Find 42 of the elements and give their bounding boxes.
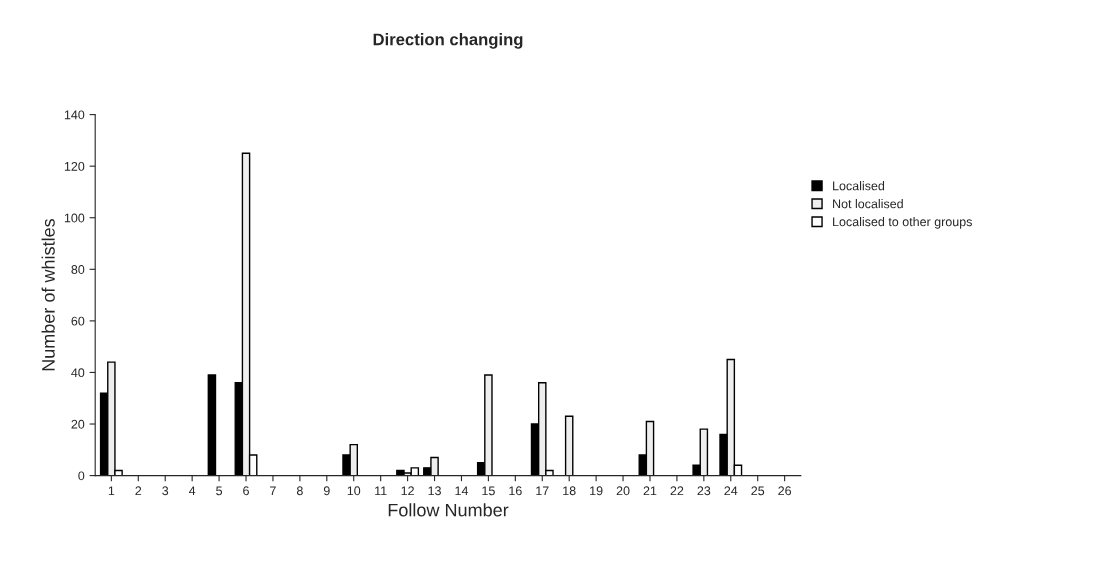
x-tick-label: 14 xyxy=(455,486,469,496)
legend-label: Localised to other groups xyxy=(833,217,972,229)
x-tick-label: 2 xyxy=(135,486,142,496)
x-tick-label: 8 xyxy=(296,486,303,496)
x-tick-label: 13 xyxy=(428,486,441,496)
x-tick-label: 9 xyxy=(323,486,330,496)
x-tick-label: 18 xyxy=(563,486,576,496)
x-tick-label: 5 xyxy=(216,486,223,496)
y-tick-label: 80 xyxy=(71,265,85,274)
x-tick-label: 21 xyxy=(643,486,657,496)
legend-label: Not localised xyxy=(833,199,903,209)
x-tick-label: 10 xyxy=(347,486,361,496)
y-tick-label: 120 xyxy=(64,161,85,171)
x-tick-label: 24 xyxy=(724,486,738,496)
legend-label: Localised xyxy=(833,181,885,191)
x-tick-label: 11 xyxy=(375,486,387,496)
bar xyxy=(207,374,217,476)
x-tick-label: 20 xyxy=(616,486,630,496)
y-tick-label: 40 xyxy=(71,368,85,378)
bar xyxy=(564,415,574,476)
y-tick-label: 60 xyxy=(71,316,85,326)
x-tick-label: 19 xyxy=(590,486,603,496)
y-tick-label: 0 xyxy=(78,471,85,481)
x-tick-label: 26 xyxy=(778,486,792,496)
x-tick-label: 3 xyxy=(162,486,169,496)
x-tick-label: 17 xyxy=(536,486,549,496)
x-axis-title: Follow Number xyxy=(388,503,509,517)
x-tick-label: 22 xyxy=(670,486,684,496)
chart-title: Direction changing xyxy=(373,33,523,49)
x-tick-label: 12 xyxy=(401,486,414,496)
x-tick-label: 6 xyxy=(243,486,249,496)
x-tick-label: 1 xyxy=(108,486,115,496)
x-tick-label: 25 xyxy=(751,486,765,496)
x-tick-label: 7 xyxy=(270,486,276,496)
x-tick-label: 16 xyxy=(509,486,522,496)
y-tick-label: 100 xyxy=(64,213,85,223)
x-tick-label: 4 xyxy=(188,486,196,496)
y-axis-title: Number of whistles xyxy=(41,218,55,371)
x-tick-label: 23 xyxy=(697,486,711,496)
y-tick-label: 140 xyxy=(64,110,85,120)
x-tick-label: 15 xyxy=(482,486,495,496)
y-tick-label: 20 xyxy=(71,419,85,429)
